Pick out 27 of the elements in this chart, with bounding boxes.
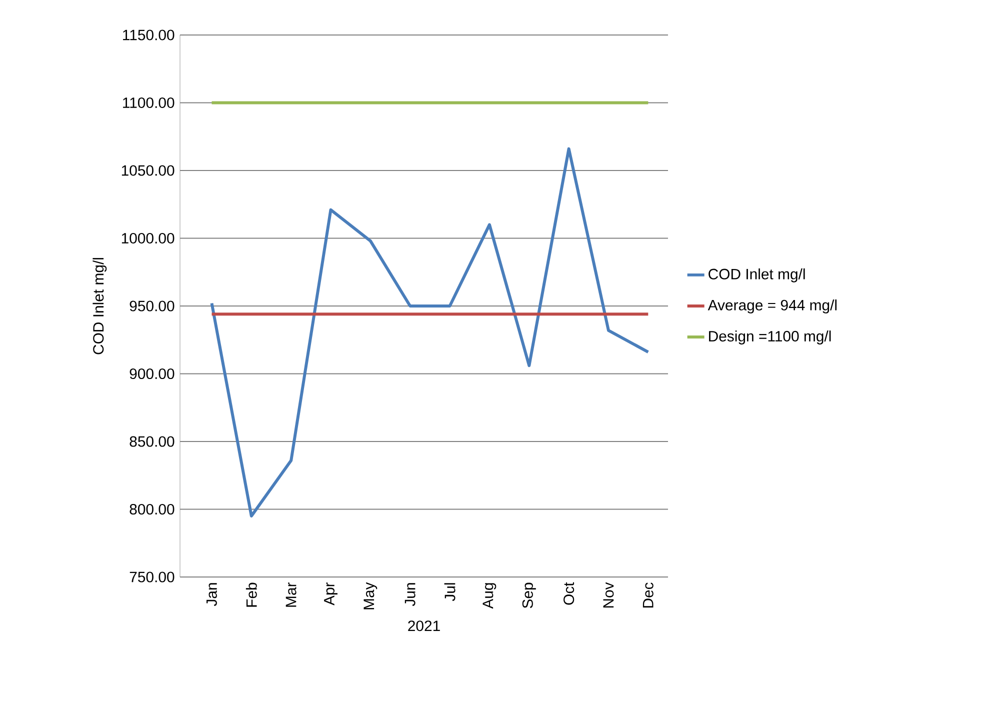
- y-axis-title: COD Inlet mg/l: [92, 258, 107, 354]
- y-tick-label: 800.00: [130, 504, 174, 515]
- x-tick-label: Sep: [522, 582, 536, 608]
- legend-label: COD Inlet mg/l: [708, 268, 805, 282]
- y-tick-label: 1000.00: [122, 232, 174, 244]
- x-tick-label: Oct: [564, 582, 574, 605]
- y-tick-label: 850.00: [130, 436, 174, 447]
- legend-label: Average = 944 mg/l: [708, 299, 837, 314]
- y-tick-label: 1150.00: [123, 30, 174, 40]
- y-tick-label: 950.00: [130, 300, 174, 312]
- x-tick-label: Jan: [206, 583, 217, 606]
- y-tick-label: 1100.00: [123, 97, 174, 108]
- x-tick-label: Jun: [404, 583, 416, 606]
- x-tick-label: Mar: [286, 582, 296, 607]
- x-tick-label: Aug: [482, 583, 496, 609]
- x-tick-label: Jul: [444, 583, 456, 602]
- line-series: [210, 147, 650, 518]
- x-axis-title: 2021: [408, 620, 440, 632]
- y-tick-label: 1050.00: [122, 165, 174, 176]
- x-tick-label: Dec: [642, 582, 654, 608]
- legend-label: Design =1100 mg/l: [709, 330, 831, 344]
- y-tick-label: 900.00: [130, 368, 174, 380]
- x-tick-label: Feb: [246, 582, 257, 607]
- x-tick-label: Apr: [324, 582, 338, 606]
- y-tick-label: 750.00: [130, 572, 174, 582]
- x-tick-label: Nov: [603, 582, 614, 608]
- x-tick-label: May: [364, 582, 378, 610]
